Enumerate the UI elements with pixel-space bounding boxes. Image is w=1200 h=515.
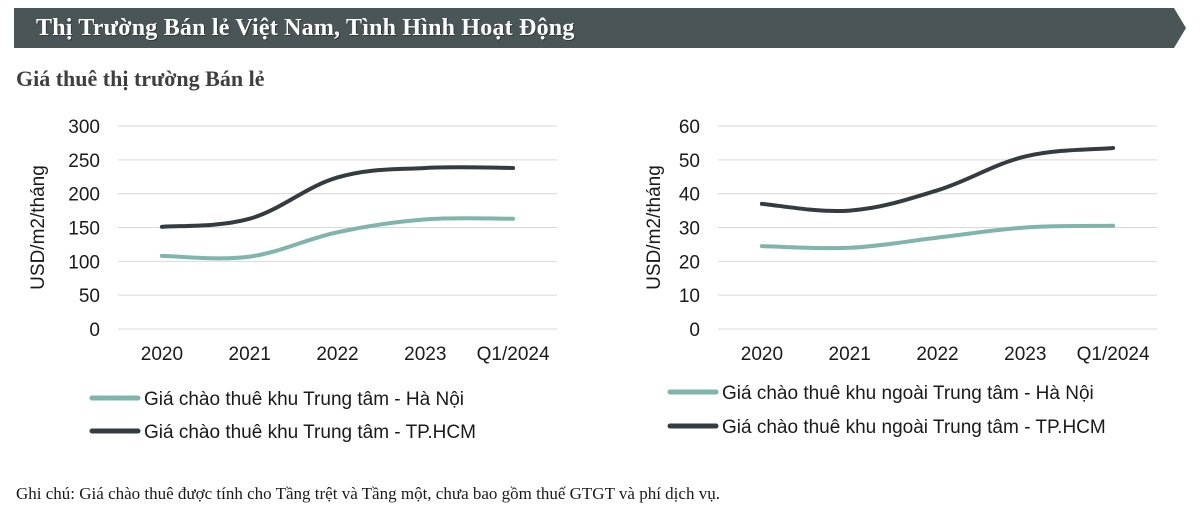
x-tick-label: 2022 <box>316 344 358 365</box>
chart-svg: 0 10 20 30 40 50 60 2020 2021 2022 2023 Q1/2024 USD/… <box>644 117 1157 438</box>
y-tick-label: 200 <box>68 185 100 206</box>
series-line-0 <box>759 223 1116 251</box>
y-axis-title: USD/m2/tháng <box>28 165 49 290</box>
legend-label: Giá chào thuê khu Trung tâm - Hà Nội <box>144 389 464 410</box>
y-tick-label: 50 <box>679 151 700 172</box>
y-tick-label: 50 <box>79 286 100 307</box>
chart-central-rent: 0 50 100 150 200 250 300 2020 2021 2022 2023 Q1/202… <box>0 100 600 460</box>
chart-svg: 0 50 100 150 200 250 300 2020 2021 2022 2023 Q1/202… <box>28 117 557 443</box>
y-axis-title: USD/m2/tháng <box>644 165 665 290</box>
y-tick-label: 250 <box>68 151 100 172</box>
x-tick-label: 2021 <box>829 344 871 365</box>
series-line-1 <box>159 165 516 229</box>
x-tick-label: 2020 <box>141 344 183 365</box>
page-title: Thị Trường Bán lẻ Việt Nam, Tình Hình Ho… <box>36 15 575 41</box>
y-tick-label: 0 <box>89 320 100 341</box>
series-line-0 <box>159 216 516 261</box>
legend-label: Giá chào thuê khu ngoài Trung tâm - Hà N… <box>722 383 1094 404</box>
y-tick-label: 10 <box>679 286 700 307</box>
x-tick-label: 2023 <box>404 344 446 365</box>
section-subtitle: Giá thuê thị trường Bán lẻ <box>16 66 265 91</box>
legend-label: Giá chào thuê khu ngoài Trung tâm - TP.H… <box>722 417 1106 438</box>
y-tick-label: 30 <box>679 219 700 240</box>
y-tick-label: 40 <box>679 185 700 206</box>
title-banner: Thị Trường Bán lẻ Việt Nam, Tình Hình Ho… <box>14 8 1186 48</box>
x-tick-label: 2022 <box>916 344 958 365</box>
x-tick-label: 2020 <box>741 344 783 365</box>
x-tick-label: Q1/2024 <box>477 344 550 365</box>
y-tick-label: 20 <box>679 252 700 273</box>
y-tick-label: 150 <box>68 219 100 240</box>
legend-label: Giá chào thuê khu Trung tâm - TP.HCM <box>144 422 476 443</box>
banner-shape <box>14 8 1186 48</box>
x-tick-label: 2023 <box>1004 344 1046 365</box>
x-tick-label: Q1/2024 <box>1077 344 1150 365</box>
y-tick-label: 100 <box>68 252 100 273</box>
x-tick-label: 2021 <box>229 344 271 365</box>
series-line-1 <box>759 145 1116 214</box>
y-tick-label: 0 <box>689 320 700 341</box>
footnote: Ghi chú: Giá chào thuê được tính cho Tần… <box>16 484 720 503</box>
chart-noncentral-rent: 0 10 20 30 40 50 60 2020 2021 2022 2023 Q1/2024 USD/… <box>600 100 1200 460</box>
y-tick-label: 60 <box>679 117 700 138</box>
y-tick-label: 300 <box>68 117 100 138</box>
